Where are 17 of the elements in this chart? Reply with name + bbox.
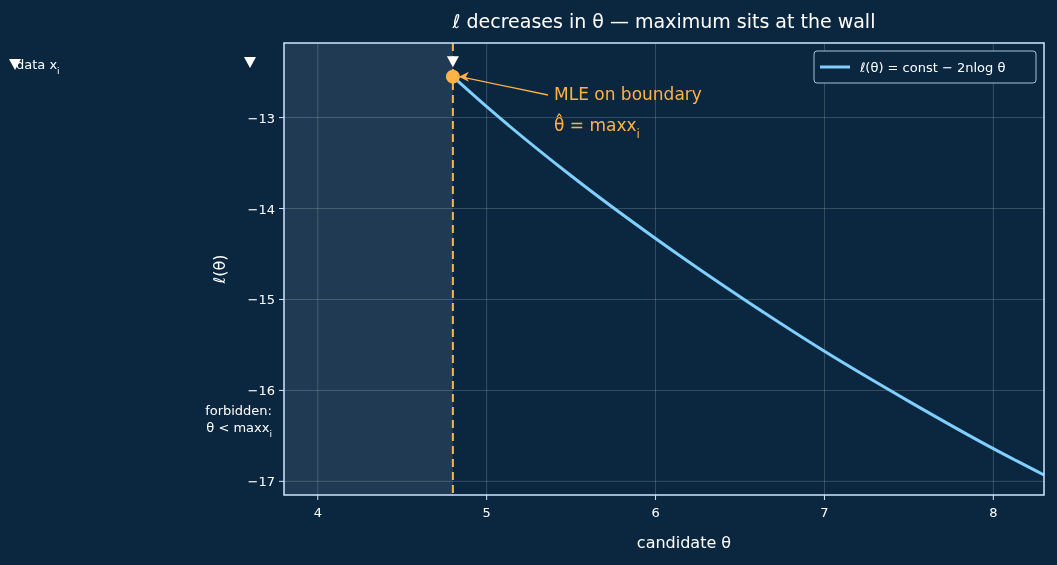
y-axis-title: ℓ(θ) bbox=[210, 254, 229, 285]
band-label: forbidden: θ < maxx$_{i}$ bbox=[205, 402, 272, 439]
y-tick-label: −16 bbox=[247, 383, 275, 399]
x-tick-label: 7 bbox=[820, 505, 829, 520]
x-axis-title: candidate θ bbox=[636, 533, 732, 552]
text: data x$_{i}$ bbox=[16, 57, 60, 76]
x-tick-label: 4 bbox=[313, 505, 322, 520]
legend-label: ℓ(θ) = const − 2nlog θ bbox=[859, 60, 1006, 75]
x-tick-label: 5 bbox=[482, 505, 491, 520]
x-tick-label: 6 bbox=[651, 505, 660, 520]
y-tick-label: −15 bbox=[247, 292, 275, 308]
x-tick-label: 8 bbox=[989, 505, 998, 520]
y-tick-label: −13 bbox=[247, 110, 275, 126]
y-tick-label: −17 bbox=[247, 474, 275, 490]
y-tick-label: −14 bbox=[247, 201, 275, 217]
chart-title: ℓ decreases in θ — maximum sits at the wall bbox=[451, 10, 876, 32]
annotation: MLE on boundary θ̂ = maxx$_{i}$ bbox=[554, 84, 702, 141]
